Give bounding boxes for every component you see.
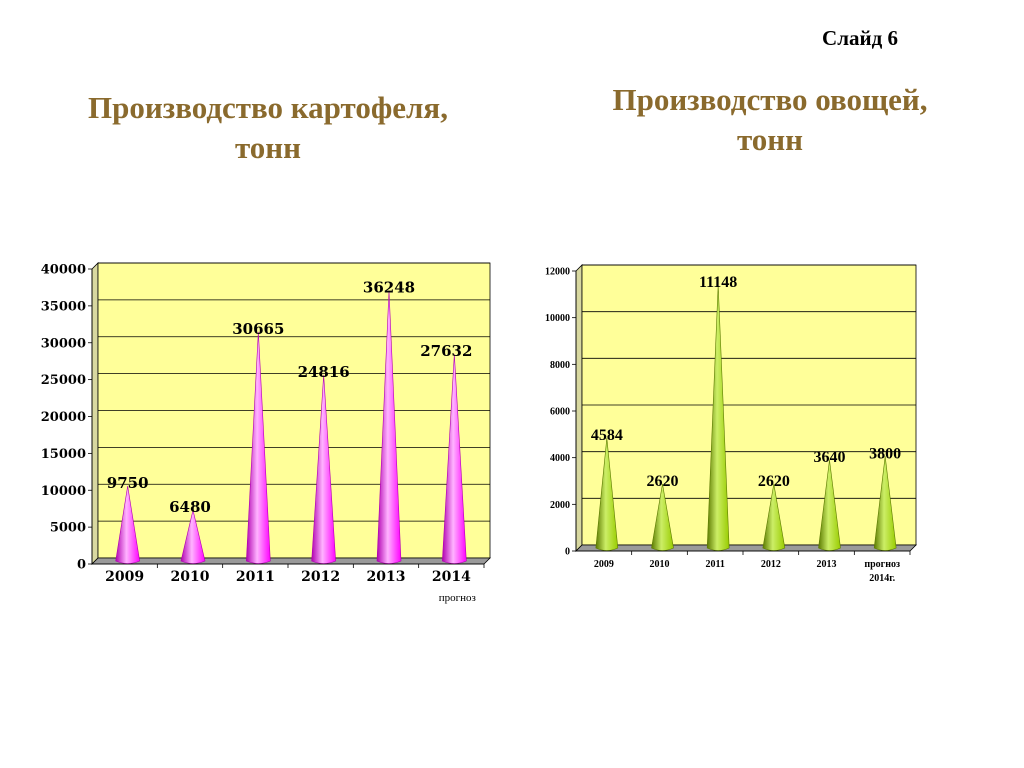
potato-category-note: прогноз: [439, 592, 476, 604]
potato-cone-2014: [442, 354, 467, 564]
vegetable-category-label: 2012: [761, 559, 781, 570]
vegetable-category-label: 2009: [594, 559, 614, 570]
potato-y-tick-label: 10000: [41, 484, 86, 499]
vegetable-category-label: 2013: [817, 559, 837, 570]
potato-cone-2010: [180, 510, 206, 564]
vegetable-value-label: 11148: [699, 274, 737, 291]
vegetable-chart-title: Производство овощей, тонн: [560, 80, 980, 160]
vegetable-y-tick-label: 4000: [550, 453, 570, 464]
vegetable-cone-прогноз 2014г.: [873, 456, 897, 551]
vegetable-side-wall: [575, 264, 583, 552]
potato-y-tick-label: 20000: [41, 410, 86, 425]
potato-category-label: 2013: [367, 569, 406, 585]
vegetable-value-label: 3640: [814, 449, 846, 466]
potato-value-label: 27632: [420, 342, 472, 360]
potato-category-label: 2009: [105, 569, 144, 585]
potato-y-tick-label: 30000: [41, 336, 86, 351]
potato-category-label: 2010: [171, 569, 210, 585]
potato-value-label: 24816: [298, 363, 350, 381]
vegetable-value-label: 3800: [869, 445, 901, 462]
potato-y-tick-label: 0: [77, 558, 86, 573]
potato-chart-title-line-2: тонн: [234, 130, 302, 165]
vegetable-chart-title-line-1: Производство овощей,: [612, 82, 928, 117]
vegetable-value-label: 4584: [591, 427, 623, 444]
potato-chart-title: Производство картофеля, тонн: [48, 88, 488, 168]
potato-y-tick-label: 40000: [41, 263, 86, 278]
vegetable-category-label: 2010: [650, 559, 670, 570]
potato-y-tick-label: 25000: [41, 373, 86, 388]
potato-cone-2011: [246, 331, 271, 564]
vegetable-y-tick-label: 10000: [545, 313, 570, 324]
vegetable-value-label: 2620: [758, 473, 790, 490]
potato-chart-title-line-1: Производство картофеля,: [88, 90, 448, 125]
potato-value-label: 30665: [232, 320, 284, 338]
potato-cone-2012: [311, 374, 336, 564]
potato-y-tick-label: 5000: [50, 521, 86, 536]
potato-cone-2009: [115, 486, 141, 564]
potato-cone-2013: [376, 290, 402, 564]
vegetable-y-tick-label: 2000: [550, 500, 570, 511]
vegetable-y-tick-label: 6000: [550, 407, 570, 418]
vegetable-cone-2010: [651, 483, 674, 551]
vegetable-floor: [575, 544, 917, 552]
vegetable-value-label: 2620: [647, 473, 679, 490]
vegetable-chart-title-line-2: тонн: [736, 122, 804, 157]
vegetable-category-label: 2011: [705, 559, 724, 570]
vegetable-cone-2011: [706, 284, 730, 551]
potato-y-tick-label: 35000: [41, 299, 86, 314]
vegetable-category-label: прогноз: [864, 559, 900, 570]
vegetable-y-tick-label: 12000: [545, 267, 570, 278]
vegetable-cone-2009: [595, 438, 619, 551]
potato-value-label: 9750: [107, 474, 149, 492]
potato-category-label: 2011: [236, 569, 275, 585]
slide-number: Слайд 6: [822, 26, 898, 50]
potato-value-label: 36248: [363, 279, 415, 297]
vegetable-y-tick-label: 8000: [550, 360, 570, 371]
potato-value-label: 6480: [169, 498, 211, 516]
vegetable-cone-2012: [762, 483, 786, 551]
potato-category-label: 2014: [432, 569, 471, 585]
vegetable-y-tick-label: 0: [565, 547, 570, 558]
potato-category-label: 2012: [301, 569, 340, 585]
vegetable-category-label: 2014г.: [869, 573, 895, 584]
vegetable-cone-2013: [818, 460, 841, 551]
potato-y-tick-label: 15000: [41, 447, 86, 462]
